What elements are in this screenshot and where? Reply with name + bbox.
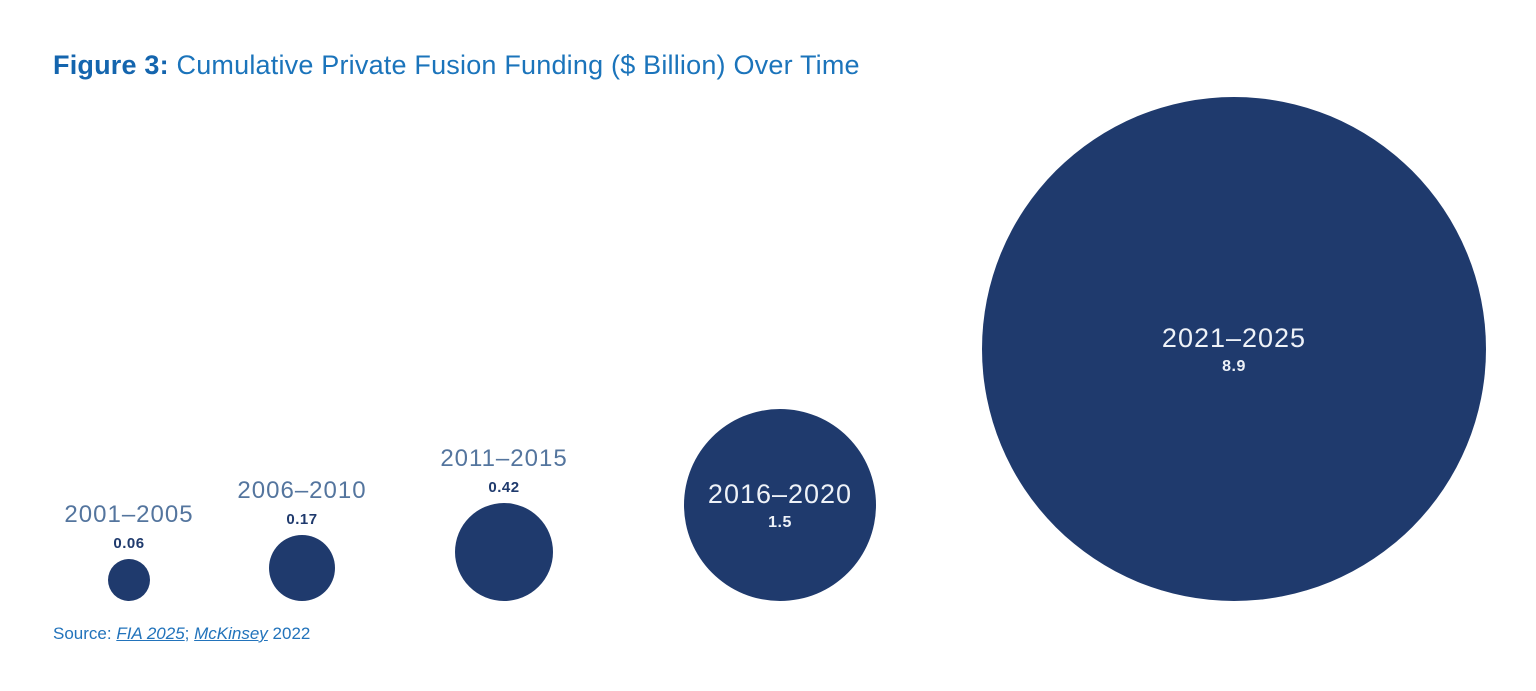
figure-title-text: Cumulative Private Fusion Funding ($ Bil… — [168, 50, 860, 80]
source-prefix: Source: — [53, 624, 117, 643]
bubble-value-label: 0.42 — [488, 479, 520, 496]
bubble-2011-2015 — [455, 503, 553, 601]
bubble-2016-2020 — [684, 409, 876, 601]
bubble-period-label: 2021–2025 — [1161, 323, 1307, 353]
bubble-period-label: 2011–2015 — [440, 445, 568, 472]
figure-title: Figure 3: Cumulative Private Fusion Fund… — [53, 50, 860, 81]
bubble-2021-2025 — [982, 97, 1486, 601]
bubble-2001-2005 — [108, 559, 150, 601]
bubble-value-label: 0.06 — [113, 535, 145, 552]
bubble-value-label: 8.9 — [1222, 358, 1246, 375]
source-link-mckinsey[interactable]: McKinsey — [194, 624, 268, 643]
bubble-period-label: 2016–2020 — [707, 479, 853, 509]
bubble-value-label: 0.17 — [286, 511, 318, 528]
source-suffix: 2022 — [267, 624, 311, 643]
source-note: Source: FIA 2025; McKinsey 2022 — [53, 624, 310, 644]
bubble-period-label: 2001–2005 — [64, 501, 194, 528]
bubble-2006-2010 — [269, 535, 335, 601]
bubble-period-label: 2006–2010 — [237, 477, 367, 504]
source-link-fia-2025[interactable]: FIA 2025 — [116, 624, 185, 643]
figure-number: Figure 3: — [53, 50, 169, 80]
bubble-value-label: 1.5 — [768, 514, 792, 531]
source-separator: ; — [184, 624, 195, 643]
